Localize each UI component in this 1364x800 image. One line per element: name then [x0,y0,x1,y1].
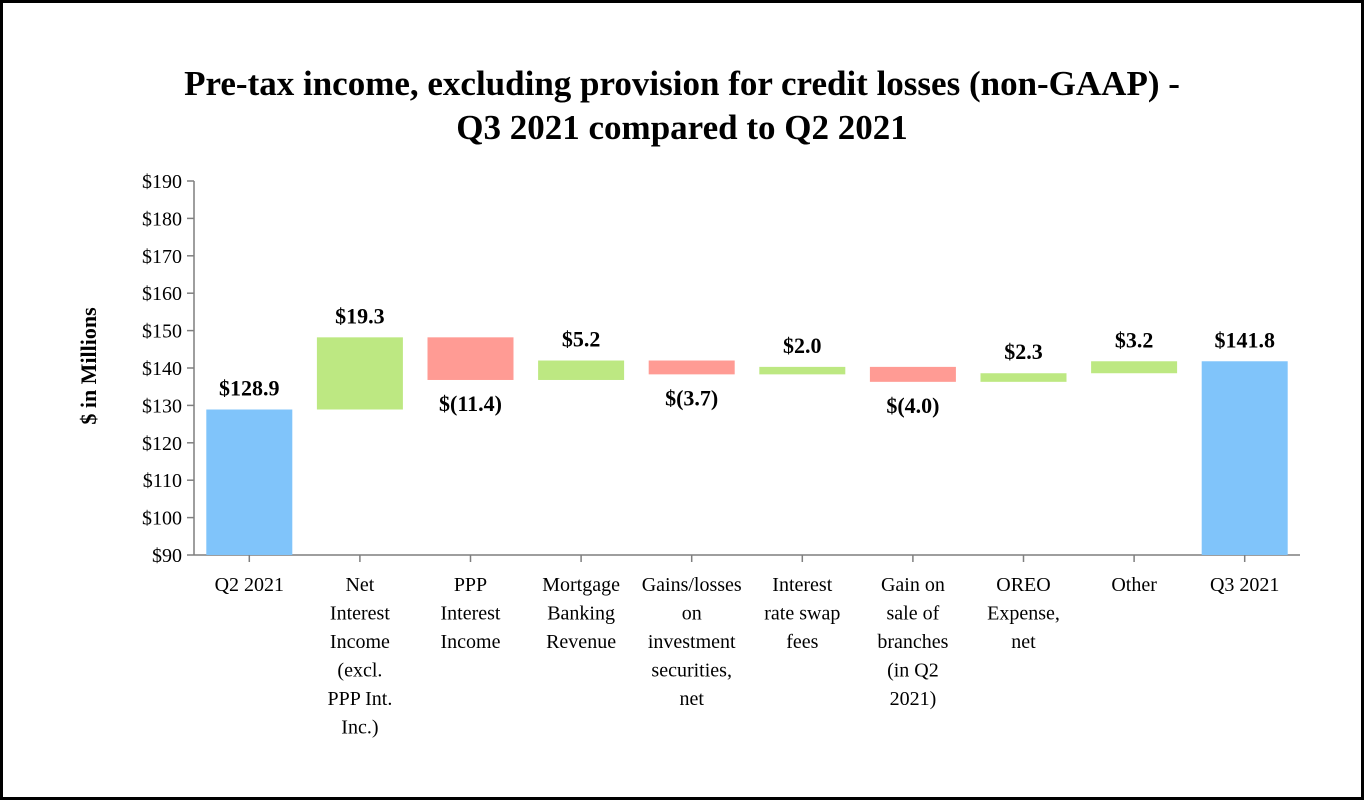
category-label-line: Q3 2021 [1210,574,1279,596]
data-label: $19.3 [335,303,385,328]
y-tick-label: $140 [142,358,182,380]
category-label-line: Q2 2021 [215,574,284,596]
y-tick-label: $120 [142,433,182,455]
category-label: Gain on sale of branches (in Q2 2021) [877,574,948,710]
y-tick-label: $170 [142,246,182,268]
category-label: Other [1111,574,1157,596]
category-label: Q2 2021 [215,574,284,596]
bar-increase [759,366,846,375]
category-label-line: securities, [651,660,732,682]
category-label-line: Net [345,574,374,596]
data-label: $(4.0) [886,393,939,418]
category-label-line: Interest [330,603,390,625]
bar-total [206,409,293,555]
chart-title-line-2: Q3 2021 compared to Q2 2021 [456,108,908,147]
bar-decrease [427,337,514,380]
category-label-line: net [1011,631,1036,653]
data-label: $5.2 [562,327,601,352]
y-tick-label: $90 [152,545,182,567]
data-label: $(3.7) [665,385,718,410]
category-label-line: rate swap [764,603,840,625]
category-label-line: Income [441,631,501,653]
category-label-line: Mortgage [542,574,620,596]
category-label: Mortgage Banking Revenue [542,574,620,653]
bars [206,337,1288,555]
bar-increase [538,360,625,380]
category-label-line: sale of [887,603,940,625]
category-label-line: Inc.) [341,717,378,739]
data-label: $3.2 [1115,327,1154,352]
category-label-line: PPP [454,574,487,596]
y-axis: $90 $100 $110 $120 $130 $140 $150 $160 $170 $180 $… [142,171,195,567]
y-axis-label: $ in Millions [76,307,101,425]
category-label-line: Interest [772,574,832,596]
category-label-line: PPP Int. [327,688,392,710]
bar-decrease [869,366,956,382]
data-label: $128.9 [219,376,280,401]
category-label: Gains/losses on investment securities, net [642,574,742,710]
chart-title: Pre-tax income, excluding provision for … [0,62,1364,150]
category-label: Net Interest Income (excl. PPP Int. Inc.) [327,574,392,739]
data-label: $2.3 [1004,339,1043,364]
y-tick-label: $130 [142,395,182,417]
category-labels: Q2 2021 Net Interest Income (excl. PPP Int. In… [215,574,1280,739]
bar-decrease [648,360,735,375]
category-label-line: investment [648,631,736,653]
bar-increase [1091,361,1178,374]
category-label-line: branches [877,631,948,653]
category-label-line: (in Q2 [887,660,939,682]
category-label-line: Gain on [881,574,945,596]
category-label: Q3 2021 [1210,574,1279,596]
category-label: PPP Interest Income [441,574,501,653]
category-label-line: Banking [547,603,615,625]
data-label: $(11.4) [439,391,502,416]
data-label: $141.8 [1214,327,1275,352]
x-axis [194,554,1300,562]
category-label-line: OREO [996,574,1050,596]
chart-title-line-1: Pre-tax income, excluding provision for … [184,64,1180,103]
category-label-line: net [679,688,704,710]
y-tick-label: $110 [143,470,182,492]
y-tick-label: $150 [142,321,182,343]
y-tick-label: $180 [142,208,182,230]
category-label-line: on [682,603,702,625]
category-label: Interest rate swap fees [764,574,840,653]
bar-increase [980,373,1067,382]
y-tick-label: $190 [142,171,182,193]
category-label-line: (excl. [337,660,382,682]
category-label-line: Revenue [546,631,616,653]
y-tick-label: $100 [142,508,182,530]
category-label-line: Income [330,631,390,653]
category-label-line: Other [1111,574,1157,596]
bar-total [1201,361,1288,555]
bar-increase [316,337,403,410]
category-label-line: Interest [441,603,501,625]
category-label-line: Gains/losses [642,574,742,596]
category-label-line: Expense, [987,603,1060,625]
category-label-line: 2021) [890,688,937,710]
category-label-line: fees [786,631,818,653]
category-label: OREO Expense, net [987,574,1060,653]
y-tick-label: $160 [142,283,182,305]
data-label: $2.0 [783,333,822,358]
data-labels: $128.9 $19.3 $(11.4) $5.2 $(3.7) $2.0 $(4.0) $2… [219,303,1275,418]
